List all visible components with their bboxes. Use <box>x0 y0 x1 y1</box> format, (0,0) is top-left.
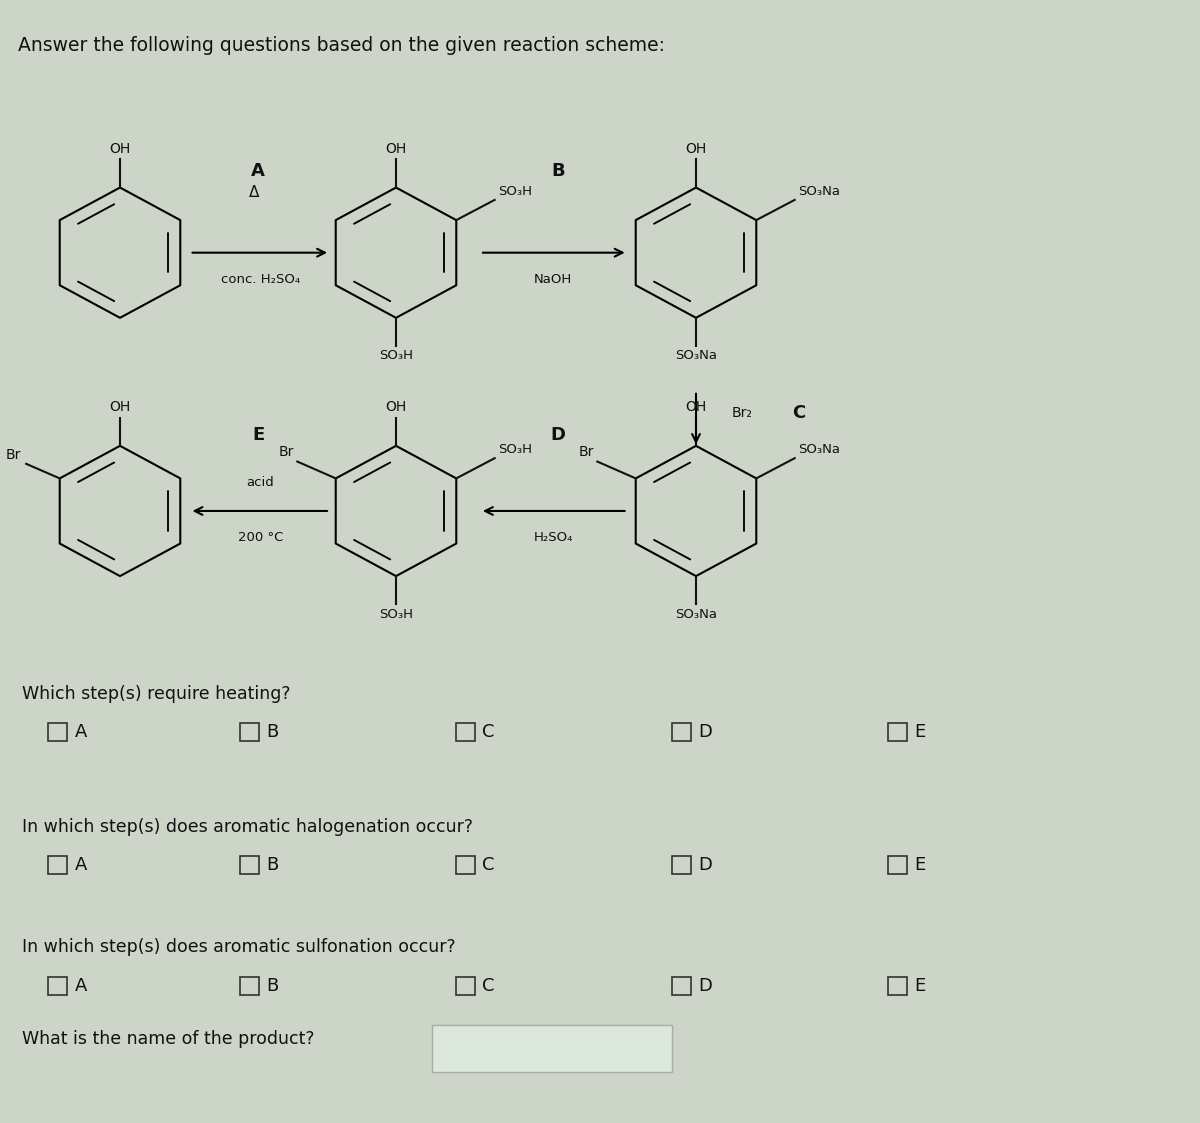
Bar <box>888 977 907 995</box>
Text: SO₃Na: SO₃Na <box>674 349 718 363</box>
Text: SO₃Na: SO₃Na <box>798 184 840 198</box>
Text: B: B <box>266 723 278 741</box>
Text: Δ: Δ <box>250 185 259 200</box>
Bar <box>48 723 67 741</box>
Text: OH: OH <box>685 143 707 156</box>
Text: E: E <box>914 856 925 874</box>
Text: A: A <box>74 856 86 874</box>
Text: Br₂: Br₂ <box>732 407 752 420</box>
Bar <box>888 723 907 741</box>
Text: E: E <box>252 426 264 444</box>
Text: H₂SO₄: H₂SO₄ <box>534 531 572 545</box>
Text: OH: OH <box>685 401 707 414</box>
Text: A: A <box>74 723 86 741</box>
Text: SO₃H: SO₃H <box>498 442 533 456</box>
Text: B: B <box>266 977 278 995</box>
Text: Br: Br <box>6 448 22 462</box>
Text: C: C <box>482 856 494 874</box>
Text: D: D <box>551 426 565 444</box>
Text: SO₃H: SO₃H <box>379 608 413 621</box>
Text: In which step(s) does aromatic sulfonation occur?: In which step(s) does aromatic sulfonati… <box>22 938 455 956</box>
Text: OH: OH <box>109 143 131 156</box>
Text: C: C <box>482 723 494 741</box>
Text: OH: OH <box>385 143 407 156</box>
Text: E: E <box>914 723 925 741</box>
Bar <box>240 856 259 874</box>
Text: D: D <box>698 856 713 874</box>
Bar <box>240 977 259 995</box>
Text: 200 °C: 200 °C <box>238 531 283 545</box>
Text: OH: OH <box>385 401 407 414</box>
Text: C: C <box>792 404 805 422</box>
Text: Answer the following questions based on the given reaction scheme:: Answer the following questions based on … <box>18 36 665 55</box>
Text: D: D <box>698 977 713 995</box>
Text: SO₃H: SO₃H <box>379 349 413 363</box>
Bar <box>888 856 907 874</box>
Text: OH: OH <box>109 401 131 414</box>
Text: C: C <box>482 977 494 995</box>
Text: A: A <box>74 977 86 995</box>
Text: NaOH: NaOH <box>534 273 572 286</box>
Bar <box>48 977 67 995</box>
Bar <box>456 723 475 741</box>
Text: B: B <box>551 162 565 180</box>
Bar <box>672 723 691 741</box>
Bar <box>672 977 691 995</box>
Bar <box>672 856 691 874</box>
Text: SO₃Na: SO₃Na <box>674 608 718 621</box>
Text: In which step(s) does aromatic halogenation occur?: In which step(s) does aromatic halogenat… <box>22 818 473 836</box>
Bar <box>240 723 259 741</box>
Text: Br: Br <box>578 446 594 459</box>
Text: conc. H₂SO₄: conc. H₂SO₄ <box>221 273 300 286</box>
Text: SO₃H: SO₃H <box>498 184 533 198</box>
Bar <box>432 1025 672 1072</box>
Text: B: B <box>266 856 278 874</box>
Bar <box>456 977 475 995</box>
Text: D: D <box>698 723 713 741</box>
Text: E: E <box>914 977 925 995</box>
Text: SO₃Na: SO₃Na <box>798 442 840 456</box>
Text: acid: acid <box>246 475 275 489</box>
Text: What is the name of the product?: What is the name of the product? <box>22 1030 314 1048</box>
Text: Which step(s) require heating?: Which step(s) require heating? <box>22 685 290 703</box>
Text: Br: Br <box>278 446 294 459</box>
Bar <box>456 856 475 874</box>
Text: A: A <box>251 162 265 180</box>
Bar <box>48 856 67 874</box>
